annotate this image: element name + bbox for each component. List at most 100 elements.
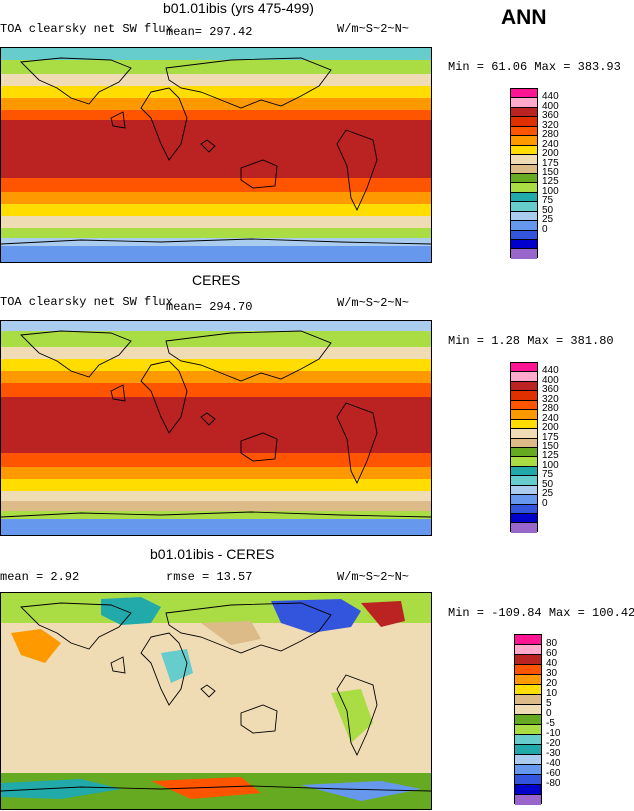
season-label: ANN: [501, 6, 547, 29]
panel1-band-south-cold: [1, 228, 431, 238]
colorbar-swatch: [515, 695, 541, 705]
colorbar-swatch: [511, 98, 537, 108]
panel1-mean-label: mean= 297.42: [166, 25, 253, 39]
colorbar-tick-label: 80: [546, 638, 558, 649]
panel1-colorbar: [510, 88, 538, 259]
colorbar-tick-label: 440: [542, 365, 559, 377]
colorbar-swatch: [511, 173, 537, 184]
colorbar-tick-label: 20: [546, 678, 558, 689]
panel2-band-subarctic: [1, 331, 431, 347]
colorbar-tick-label: 60: [546, 648, 558, 659]
panel3-mean-label: mean = 2.92: [0, 570, 80, 584]
colorbar-tick-label: -5: [546, 718, 555, 729]
colorbar-swatch: [511, 429, 537, 439]
panel1-band-subarctic: [1, 60, 431, 74]
panel3-blob-pacific: [11, 629, 61, 663]
colorbar-swatch: [511, 107, 537, 118]
colorbar-tick-label: -40: [546, 758, 561, 769]
panel1-title: b01.01ibis (yrs 475-499): [163, 0, 314, 16]
colorbar-tick-label: -20: [546, 738, 561, 749]
panel1-map: [0, 47, 432, 263]
colorbar-tick-label: 440: [542, 91, 559, 103]
colorbar-swatch: [511, 202, 537, 212]
colorbar-tick-label: -10: [546, 728, 561, 739]
colorbar-tick-label: 240: [542, 412, 559, 424]
colorbar-swatch: [515, 755, 541, 765]
panel2-band-arctic: [1, 321, 431, 331]
panel2-band-south-sub: [1, 467, 431, 479]
colorbar-tick-label: 0: [542, 497, 548, 509]
panel1-band-southern-ocean: [1, 238, 431, 246]
colorbar-swatch: [511, 504, 537, 514]
colorbar-tick-label: 25: [542, 488, 554, 500]
colorbar-swatch: [515, 775, 541, 785]
colorbar-tick-label: 175: [542, 157, 559, 169]
panel3-blob-east-siberia: [361, 601, 405, 627]
colorbar-tick-label: 240: [542, 138, 559, 150]
panel2-band-south-mid: [1, 491, 431, 501]
panel2-band-north-warm: [1, 359, 431, 371]
colorbar-swatch: [511, 183, 537, 193]
colorbar-tick-label: 50: [542, 204, 554, 216]
panel2-mean-label: mean= 294.70: [166, 300, 253, 314]
panel1-band-south-warm: [1, 204, 431, 216]
panel2-band-north-sub: [1, 371, 431, 383]
colorbar-tick-label: 125: [542, 176, 559, 188]
panel3-map-svg: [1, 593, 431, 809]
panel1-band-north-warm: [1, 86, 431, 98]
panel3-blob-so-2: [151, 777, 261, 799]
colorbar-swatch: [511, 466, 537, 477]
colorbar-swatch: [515, 655, 541, 665]
colorbar-tick-label: -60: [546, 768, 561, 779]
panel2-map: [0, 320, 432, 536]
panel3-band-north: [1, 593, 431, 623]
panel2-band-north-trop: [1, 383, 431, 397]
panel1-band-arctic: [1, 48, 431, 60]
panel1-band-south-sub: [1, 192, 431, 204]
colorbar-swatch: [511, 476, 537, 486]
colorbar-swatch: [515, 715, 541, 725]
colorbar-tick-label: 5: [546, 698, 552, 709]
panel1-band-antarctica: [1, 246, 431, 262]
panel2-colorbar: [510, 362, 538, 533]
colorbar-tick-label: 0: [546, 708, 552, 719]
panel2-coastlines: [1, 330, 431, 518]
colorbar-swatch: [515, 795, 541, 805]
colorbar-swatch: [511, 363, 537, 373]
colorbar-tick-label: 50: [542, 478, 554, 490]
colorbar-swatch: [511, 419, 537, 430]
colorbar-swatch: [511, 221, 537, 231]
panel3-units: W/m~S~2~N~: [337, 570, 410, 584]
colorbar-swatch: [511, 211, 537, 222]
colorbar-swatch: [511, 457, 537, 467]
panel2-units: W/m~S~2~N~: [337, 296, 410, 310]
panel1-minmax: Min = 61.06 Max = 383.93: [448, 60, 621, 74]
colorbar-swatch: [515, 735, 541, 745]
panel2-map-svg: [1, 321, 431, 535]
colorbar-swatch: [511, 164, 537, 174]
colorbar-tick-label: 360: [542, 384, 559, 396]
panel2-band-antarctica: [1, 519, 431, 535]
colorbar-swatch: [511, 145, 537, 156]
panel2-minmax: Min = 1.28 Max = 381.80: [448, 334, 614, 348]
panel1-band-south-mid: [1, 216, 431, 228]
colorbar-swatch: [511, 523, 537, 533]
colorbar-swatch: [511, 240, 537, 250]
colorbar-swatch: [511, 249, 537, 259]
panel1-map-svg: [1, 48, 431, 262]
colorbar-swatch: [515, 705, 541, 715]
colorbar-swatch: [511, 485, 537, 496]
colorbar-tick-label: 200: [542, 422, 559, 434]
panel3-blob-asia: [201, 621, 261, 645]
panel3-blob-siberia: [271, 599, 361, 633]
colorbar-swatch: [515, 685, 541, 695]
panel2-band-south-trop: [1, 453, 431, 467]
colorbar-tick-label: 320: [542, 393, 559, 405]
colorbar-swatch: [511, 89, 537, 99]
colorbar-tick-label: 30: [546, 668, 558, 679]
colorbar-swatch: [515, 645, 541, 655]
panel1-band-tropics: [1, 120, 431, 178]
colorbar-tick-label: 150: [542, 441, 559, 452]
colorbar-tick-label: 280: [542, 403, 559, 415]
colorbar-tick-label: 280: [542, 129, 559, 141]
